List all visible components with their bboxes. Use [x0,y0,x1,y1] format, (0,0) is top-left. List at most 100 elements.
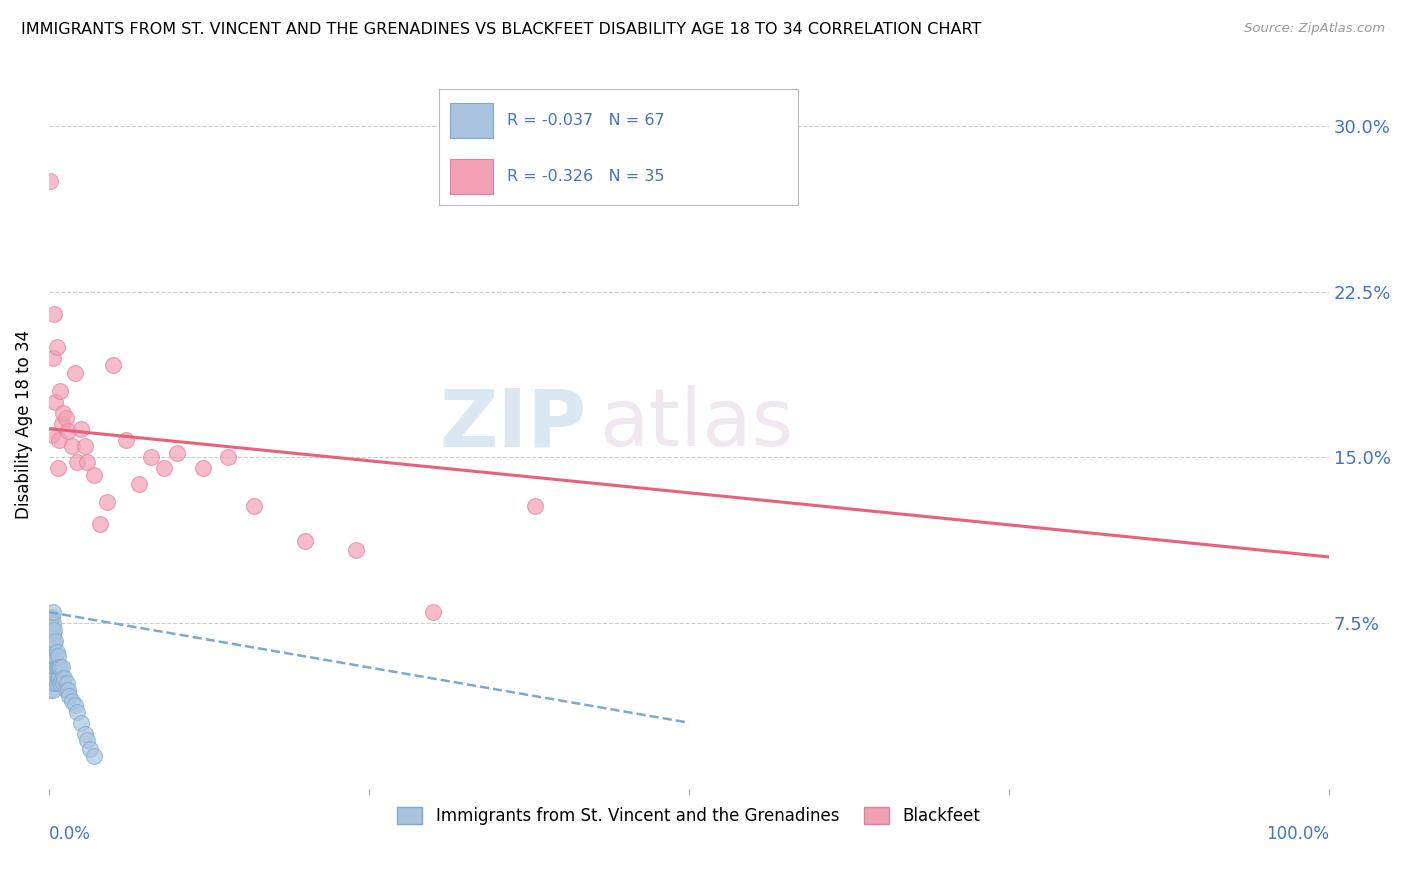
Point [41,609,63,624]
Point [70,422,93,436]
Point [41,654,63,668]
Point [41,428,63,442]
Point [39,672,62,686]
Point [63,698,86,712]
Point [96,494,118,508]
Point [46,660,69,674]
Text: 100.0%: 100.0% [1265,825,1329,844]
Point [56,682,79,697]
Point [51,660,73,674]
Point [70,715,93,730]
Point [49,676,72,690]
Point [89,516,111,531]
Point [39,174,62,188]
Point [76,455,98,469]
Point [48,660,70,674]
Point [41,632,63,646]
Point [39,638,62,652]
Point [39,638,62,652]
Point [42,649,65,664]
Point [56,424,79,438]
Point [42,623,65,637]
Point [44,672,66,686]
Point [42,636,65,650]
Point [153,461,176,475]
Text: ZIP: ZIP [439,385,586,463]
Point [114,433,136,447]
Point [39,654,62,668]
Point [44,649,66,664]
Point [45,645,67,659]
Point [73,727,96,741]
Point [217,450,239,465]
Point [294,534,316,549]
Point [66,455,89,469]
Point [45,340,67,354]
Point [42,351,65,365]
Point [42,660,65,674]
Point [344,543,367,558]
Point [42,638,65,652]
Point [44,633,66,648]
Point [39,672,62,686]
Point [49,384,72,398]
Point [42,672,65,686]
Point [46,672,69,686]
Point [524,499,547,513]
Point [42,616,65,631]
Point [41,676,63,690]
Point [45,660,67,674]
Point [38,660,60,674]
Point [166,446,188,460]
Point [42,627,65,641]
Point [39,632,62,646]
Text: Source: ZipAtlas.com: Source: ZipAtlas.com [1244,22,1385,36]
Point [52,676,75,690]
Point [38,616,60,631]
Point [128,477,150,491]
Point [60,693,83,707]
Point [38,638,60,652]
Point [39,623,62,637]
Point [41,642,63,657]
Point [46,461,69,475]
Point [76,733,98,747]
Text: atlas: atlas [599,385,793,463]
Point [242,499,264,513]
Point [41,621,63,635]
Point [39,609,62,624]
Point [42,605,65,619]
Point [42,676,65,690]
Point [191,461,214,475]
Point [55,682,77,697]
Point [52,406,75,420]
Point [38,627,60,641]
Point [49,660,72,674]
Y-axis label: Disability Age 18 to 34: Disability Age 18 to 34 [15,330,32,519]
Point [39,649,62,664]
Point [41,665,63,679]
Point [56,676,79,690]
Point [101,358,124,372]
Point [42,307,65,321]
Text: IMMIGRANTS FROM ST. VINCENT AND THE GRENADINES VS BLACKFEET DISABILITY AGE 18 TO: IMMIGRANTS FROM ST. VINCENT AND THE GREN… [21,22,981,37]
Point [83,468,105,483]
Point [48,672,70,686]
Point [63,367,86,381]
Point [39,682,62,697]
Point [55,410,77,425]
Point [51,417,73,432]
Point [58,689,80,703]
Point [73,439,96,453]
Point [83,748,105,763]
Point [66,705,89,719]
Point [39,660,62,674]
Point [39,623,62,637]
Legend: Immigrants from St. Vincent and the Grenadines, Blackfeet: Immigrants from St. Vincent and the Gren… [391,800,987,831]
Text: 0.0%: 0.0% [49,825,91,844]
Point [141,450,163,465]
Point [42,649,65,664]
Point [42,665,65,679]
Point [45,676,67,690]
Point [60,439,83,453]
